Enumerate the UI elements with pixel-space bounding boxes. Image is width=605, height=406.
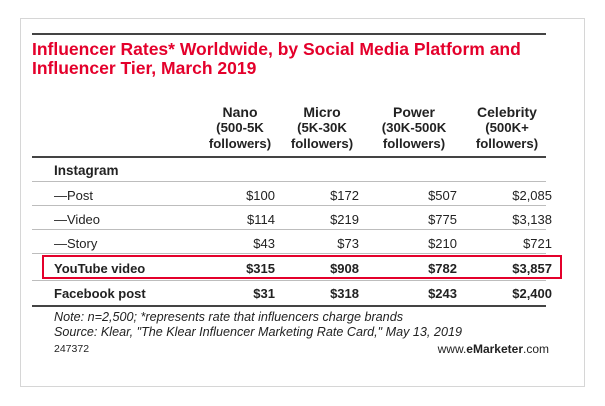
table-cell: $318 xyxy=(330,286,359,301)
table-cell: $782 xyxy=(428,261,457,276)
brand-prefix: www. xyxy=(437,342,467,356)
column-name: Celebrity xyxy=(477,104,537,120)
table-cell: $775 xyxy=(428,212,457,227)
column-sub: followers) xyxy=(382,136,446,151)
column-sub: followers) xyxy=(475,136,539,151)
row-label: —Video xyxy=(54,212,101,227)
column-name: Micro xyxy=(303,104,341,120)
brand-suffix: .com xyxy=(522,342,549,356)
table-cell: $3,857 xyxy=(512,261,552,276)
table-cell: $908 xyxy=(330,261,359,276)
chart-card xyxy=(20,18,585,387)
column-sub: (500K+ xyxy=(485,120,529,135)
table-cell: $2,400 xyxy=(512,286,552,301)
footer-rule xyxy=(32,305,546,307)
row-divider xyxy=(32,181,546,182)
row-divider xyxy=(32,205,546,206)
table-row: —Video $114 $219 $775 $3,138 xyxy=(32,209,552,231)
column-header-nano: Nano (500-5K followers) xyxy=(205,104,275,152)
chart-title: Influencer Rates* Worldwide, by Social M… xyxy=(32,39,521,78)
table-cell: $315 xyxy=(246,261,275,276)
chart-notes: Note: n=2,500; *represents rate that inf… xyxy=(54,310,462,340)
column-sub: followers) xyxy=(290,136,354,151)
table-row: —Story $43 $73 $210 $721 xyxy=(32,233,552,255)
table-cell: $114 xyxy=(247,212,275,227)
note-text: Note: n=2,500; *represents rate that inf… xyxy=(54,310,403,324)
table-cell: $73 xyxy=(337,236,359,251)
row-label: Facebook post xyxy=(54,286,146,301)
column-header-celebrity: Celebrity (500K+ followers) xyxy=(462,104,552,152)
table-cell: $243 xyxy=(428,286,457,301)
column-sub: (500-5K xyxy=(216,120,264,135)
table-cell: $507 xyxy=(428,188,457,203)
highlight-box xyxy=(42,255,562,279)
table-cell: $721 xyxy=(523,236,552,251)
column-name: Power xyxy=(392,104,435,120)
column-sub: (30K-500K xyxy=(381,120,447,135)
table-cell: $2,085 xyxy=(512,188,552,203)
row-label: —Story xyxy=(54,236,98,251)
table-cell: $219 xyxy=(330,212,359,227)
table-cell: $43 xyxy=(253,236,275,251)
column-sub: (5K-30K xyxy=(297,120,347,135)
column-header-micro: Micro (5K-30K followers) xyxy=(282,104,362,152)
table-row: YouTube video $315 $908 $782 $3,857 xyxy=(32,258,552,280)
top-rule xyxy=(32,33,546,35)
chart-id: 247372 xyxy=(54,343,90,355)
row-label: —Post xyxy=(54,188,94,203)
table-row: —Post $100 $172 $507 $2,085 xyxy=(32,185,552,207)
source-text: Source: Klear, "The Klear Influencer Mar… xyxy=(54,325,462,339)
row-divider xyxy=(32,229,546,230)
table-cell: $31 xyxy=(253,286,275,301)
row-divider xyxy=(32,253,546,254)
table-cell: $172 xyxy=(330,188,359,203)
table-cell: $210 xyxy=(428,236,457,251)
column-header-power: Power (30K-500K followers) xyxy=(369,104,459,152)
table-cell: $3,138 xyxy=(512,212,552,227)
table-row: Facebook post $31 $318 $243 $2,400 xyxy=(32,283,552,305)
group-label-instagram: Instagram xyxy=(54,163,119,178)
table-cell: $100 xyxy=(246,188,275,203)
row-label: YouTube video xyxy=(54,261,146,276)
column-sub: followers) xyxy=(208,136,272,151)
row-divider xyxy=(32,280,546,281)
brand-name: eMarketer xyxy=(466,342,523,356)
column-name: Nano xyxy=(222,104,258,120)
brand-link[interactable]: www.eMarketer.com xyxy=(438,342,549,356)
header-rule xyxy=(32,156,546,158)
